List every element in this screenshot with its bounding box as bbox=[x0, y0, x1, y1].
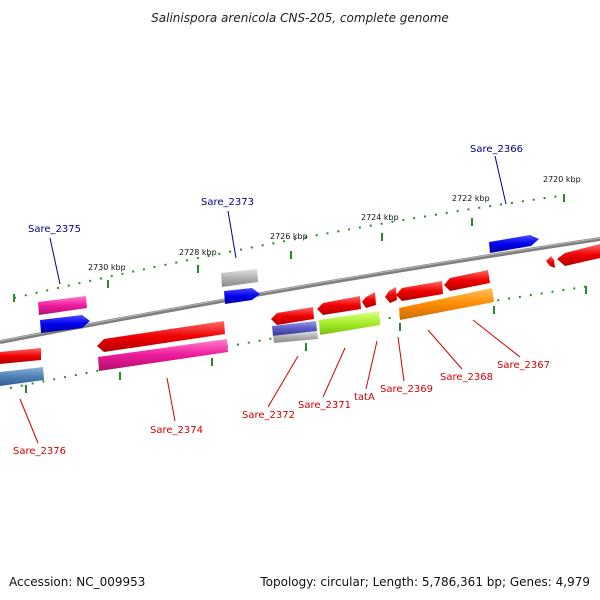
gene-label[interactable]: Sare_2375 bbox=[28, 224, 81, 235]
tick-label: 2728 kbp bbox=[179, 248, 217, 257]
gene-label[interactable]: Sare_2374 bbox=[150, 425, 203, 436]
map-title: Salinispora arenicola CNS-205, complete … bbox=[151, 11, 449, 25]
gene-label[interactable]: Sare_2367 bbox=[497, 360, 550, 371]
tick-label: 2724 kbp bbox=[361, 213, 399, 222]
gene-red-right-small[interactable] bbox=[546, 256, 555, 268]
gene-label[interactable]: tatA bbox=[354, 392, 375, 403]
tick-label: 2720 kbp bbox=[543, 175, 581, 184]
gene-label[interactable]: Sare_2376 bbox=[13, 446, 66, 457]
gene-sare-2368[interactable] bbox=[396, 281, 443, 301]
feature-sare-2374-pink[interactable] bbox=[98, 339, 228, 371]
genome-summary-text: Topology: circular; Length: 5,786,361 bp… bbox=[259, 575, 590, 589]
gene-sare-2371[interactable] bbox=[317, 296, 361, 315]
gene-label[interactable]: Sare_2373 bbox=[201, 197, 254, 208]
gene-label[interactable]: Sare_2368 bbox=[440, 372, 493, 383]
feature-sare-2368-orange[interactable] bbox=[399, 288, 494, 320]
gene-sare-2376[interactable] bbox=[0, 348, 41, 364]
gene-sare-2366[interactable] bbox=[489, 235, 539, 253]
gene-sare-2372[interactable] bbox=[271, 307, 314, 325]
feature-sare-2375-pink[interactable] bbox=[38, 296, 87, 315]
feature-sare-2373-gray[interactable] bbox=[221, 269, 258, 287]
gene-label[interactable]: Sare_2366 bbox=[470, 144, 523, 155]
gene-sare-2369[interactable] bbox=[385, 287, 397, 303]
feature-sare-2371-green[interactable] bbox=[319, 311, 380, 335]
gene-sare-2367[interactable] bbox=[444, 270, 490, 291]
feature-sare-2376-steel[interactable] bbox=[0, 367, 44, 386]
gene-tata[interactable] bbox=[362, 292, 376, 308]
tick-row-lower bbox=[9, 285, 591, 389]
gene-sare-2373[interactable] bbox=[224, 288, 260, 304]
gene-sare-2374[interactable] bbox=[97, 321, 225, 352]
gene-red-right[interactable] bbox=[557, 244, 600, 266]
leader-lines bbox=[19, 155, 521, 444]
gene-label[interactable]: Sare_2369 bbox=[380, 384, 433, 395]
tick-label: 2726 kbp bbox=[270, 232, 308, 241]
major-ticks bbox=[13, 194, 587, 393]
tick-label: 2722 kbp bbox=[452, 194, 490, 203]
feature-sare-2372-purple[interactable] bbox=[272, 321, 317, 336]
gene-label[interactable]: Sare_2371 bbox=[298, 400, 351, 411]
tick-label: 2730 kbp bbox=[88, 263, 126, 272]
accession-text: Accession: NC_009953 bbox=[9, 575, 145, 589]
gene-label[interactable]: Sare_2372 bbox=[242, 410, 295, 421]
gene-sare-2375[interactable] bbox=[40, 315, 90, 333]
feature-sare-2372-gray[interactable] bbox=[273, 331, 318, 343]
